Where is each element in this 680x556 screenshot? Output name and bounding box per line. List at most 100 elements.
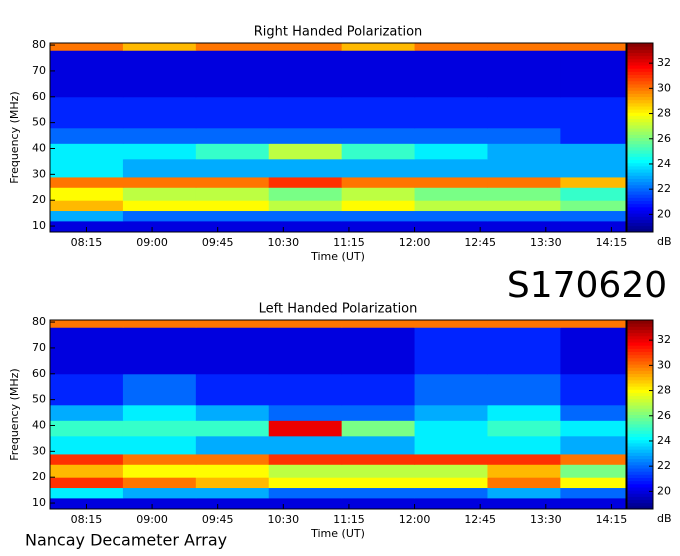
colorbar-step	[627, 96, 653, 101]
heat-cell	[122, 373, 197, 406]
colorbar-step	[627, 354, 653, 359]
heat-cell	[195, 497, 270, 510]
y-tick-label: 70	[32, 64, 46, 77]
heat-cell	[268, 497, 343, 510]
x-tick-label: 10:30	[267, 236, 299, 249]
heat-cell	[414, 435, 488, 455]
colorbar-step	[627, 197, 653, 201]
heat-cell	[560, 176, 627, 188]
heat-cell	[414, 220, 488, 233]
colorbar-step	[627, 493, 653, 497]
colorbar-frame	[626, 319, 654, 510]
y-tick-label: 30	[32, 167, 46, 180]
colorbar-step	[627, 209, 653, 214]
heat-cell	[487, 220, 561, 233]
heat-cell	[341, 435, 416, 455]
heat-cell	[560, 420, 627, 437]
y-tick-label: 60	[32, 90, 46, 103]
colorbar-step	[627, 398, 653, 403]
colorbar-step	[627, 323, 653, 327]
heat-cell	[560, 210, 627, 222]
heat-cell	[122, 435, 197, 455]
heat-cell	[195, 420, 270, 437]
heat-cell	[414, 327, 488, 375]
y-axis-label: Frequency (MHz)	[8, 91, 21, 183]
x-tick-label: 12:45	[464, 513, 496, 526]
colorbar-step	[627, 474, 653, 478]
colorbar-step	[627, 71, 653, 75]
x-tick-label: 14:15	[596, 236, 628, 249]
heat-cell	[341, 320, 416, 328]
heat-cell	[50, 320, 124, 328]
colorbar-step	[627, 200, 653, 205]
colorbar-step	[627, 367, 653, 371]
colorbar-step	[627, 338, 653, 343]
heat-cell	[50, 327, 124, 375]
x-tick-label: 09:45	[202, 513, 234, 526]
colorbar-step	[627, 184, 653, 189]
heat-cell	[122, 497, 197, 510]
x-tick-label: 12:00	[399, 236, 431, 249]
heat-cell	[195, 187, 270, 201]
colorbar-step	[627, 203, 653, 208]
colorbar-step	[627, 420, 653, 425]
colorbar-step	[627, 80, 653, 85]
colorbar-step	[627, 68, 653, 72]
heat-cell	[487, 477, 561, 489]
colorbar-step	[627, 187, 653, 192]
heat-cell	[50, 127, 124, 144]
heat-cell	[414, 210, 488, 222]
y-tick-label: 50	[32, 393, 46, 406]
x-tick-label: 12:45	[464, 236, 496, 249]
heat-cell	[50, 220, 124, 233]
colorbar-step	[627, 55, 653, 60]
y-axis-label: Frequency (MHz)	[8, 368, 21, 460]
colorbar-label: dB	[657, 235, 672, 248]
heat-cell	[50, 477, 124, 489]
heat-cell	[341, 220, 416, 233]
colorbar-step	[627, 65, 653, 69]
y-tick-label: 70	[32, 341, 46, 354]
heat-cell	[560, 453, 627, 465]
colorbar-step	[627, 464, 653, 469]
heat-cell	[341, 404, 416, 421]
heat-cell	[268, 176, 343, 188]
colorbar-tick-label: 26	[657, 409, 671, 422]
heat-cell	[560, 127, 627, 144]
heat-cell	[414, 373, 488, 406]
x-tick-label: 13:30	[530, 236, 562, 249]
heat-cell	[50, 43, 124, 51]
heat-cell	[195, 487, 270, 499]
heat-cell	[195, 404, 270, 421]
colorbar-tick-label: 32	[657, 333, 671, 346]
colorbar-step	[627, 342, 653, 346]
heat-cell	[268, 220, 343, 233]
heat-cell	[487, 50, 561, 98]
heat-cell	[341, 127, 416, 144]
colorbar-step	[627, 99, 653, 104]
heat-cell	[50, 200, 124, 212]
colorbar-step	[627, 417, 653, 422]
colorbar-step	[627, 153, 653, 157]
colorbar-step	[627, 77, 653, 82]
colorbar-step	[627, 502, 653, 507]
x-tick-label: 10:30	[267, 513, 299, 526]
heat-cell	[268, 158, 343, 178]
colorbar-step	[627, 90, 653, 94]
heat-cell	[341, 477, 416, 489]
colorbar-step	[627, 124, 653, 129]
heat-cell	[195, 158, 270, 178]
colorbar-step	[627, 395, 653, 400]
heat-cell	[122, 50, 197, 98]
heat-cell	[341, 176, 416, 188]
y-tick-label: 80	[32, 315, 46, 328]
colorbar-step	[627, 477, 653, 482]
heat-cell	[195, 50, 270, 98]
colorbar-step	[627, 483, 653, 488]
heat-cell	[414, 320, 488, 328]
heat-cell	[560, 497, 627, 510]
heat-cell	[487, 143, 561, 160]
colorbar-step	[627, 140, 653, 145]
heat-cell	[487, 320, 561, 328]
colorbar-tick-label: 20	[657, 207, 671, 220]
